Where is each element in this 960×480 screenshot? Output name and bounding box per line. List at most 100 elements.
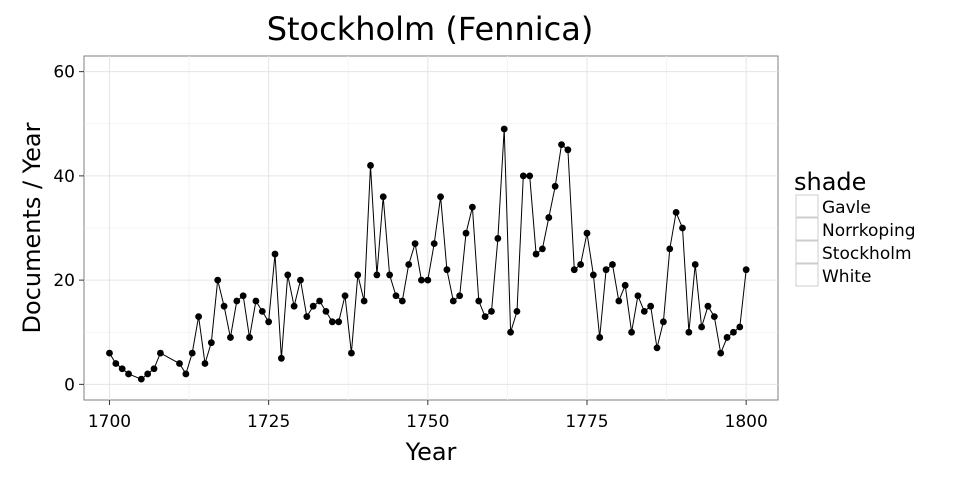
data-point	[539, 245, 546, 253]
data-point	[367, 162, 374, 169]
y-tick-label: 20	[53, 271, 75, 291]
data-point	[322, 307, 330, 315]
data-point	[551, 182, 559, 190]
data-point	[481, 313, 489, 321]
data-point	[577, 261, 585, 268]
data-point	[653, 344, 661, 352]
data-point	[252, 297, 260, 305]
data-point	[736, 323, 744, 331]
data-point	[704, 302, 712, 310]
data-point	[475, 297, 483, 305]
legend-label-gavle: Gavle	[822, 198, 871, 218]
legend-key-norrkoping	[795, 217, 819, 241]
data-point	[258, 307, 266, 315]
data-point	[679, 224, 686, 232]
data-point	[335, 318, 343, 326]
data-point	[583, 229, 591, 237]
data-point	[398, 297, 406, 305]
data-point	[513, 307, 521, 315]
data-point	[468, 203, 476, 211]
legend-label-stockholm: Stockholm	[822, 244, 912, 264]
data-point	[392, 292, 400, 300]
data-point	[437, 193, 444, 201]
data-point	[558, 141, 565, 149]
y-axis-label: Documents / Year	[18, 122, 46, 333]
data-point	[698, 323, 705, 331]
data-point	[609, 261, 616, 268]
data-point	[233, 297, 241, 305]
y-tick-label: 60	[53, 63, 75, 83]
x-tick-label: 1700	[88, 412, 131, 432]
data-point	[532, 250, 540, 258]
data-point	[462, 229, 470, 237]
data-point	[379, 193, 387, 201]
data-point	[328, 318, 336, 326]
data-point	[316, 297, 323, 305]
data-point	[411, 240, 419, 248]
data-point	[526, 172, 534, 180]
data-point	[742, 266, 750, 274]
data-point	[354, 271, 362, 279]
data-point	[188, 349, 196, 357]
data-point	[723, 334, 731, 341]
data-point	[615, 297, 623, 305]
data-point	[239, 292, 247, 300]
legend-label-white: White	[822, 267, 871, 287]
data-point	[284, 271, 292, 279]
x-tick-label: 1800	[725, 412, 768, 432]
data-point	[418, 276, 425, 284]
x-tick-label: 1725	[247, 412, 290, 432]
data-point	[106, 349, 113, 357]
x-tick-label: 1775	[565, 412, 608, 432]
data-point	[348, 349, 355, 357]
data-point	[424, 276, 432, 284]
y-tick-label: 0	[64, 375, 75, 395]
data-point	[443, 266, 451, 274]
data-point	[564, 146, 572, 154]
data-point	[271, 250, 279, 258]
data-point	[176, 360, 183, 367]
data-point	[405, 261, 413, 268]
data-point	[373, 271, 381, 279]
data-point	[666, 245, 674, 253]
data-point	[449, 297, 457, 305]
data-point	[227, 334, 234, 341]
data-point	[265, 318, 273, 326]
data-point	[309, 302, 317, 310]
x-axis-label: Year	[405, 438, 457, 466]
legend-title: shade	[794, 168, 866, 196]
x-tick-label: 1750	[406, 412, 449, 432]
data-point	[602, 266, 610, 274]
data-point	[341, 292, 349, 300]
data-point	[220, 302, 228, 310]
data-point	[488, 307, 495, 315]
data-point	[290, 302, 298, 310]
data-point	[118, 365, 126, 373]
data-point	[596, 334, 604, 341]
data-point	[195, 313, 203, 321]
data-point	[628, 328, 635, 336]
data-point	[685, 328, 693, 336]
data-point	[246, 334, 253, 341]
data-point	[691, 261, 699, 268]
data-point	[717, 349, 725, 357]
data-point	[456, 292, 464, 300]
grid-lines	[84, 56, 778, 400]
legend-key-stockholm	[795, 240, 819, 264]
data-point	[640, 307, 648, 315]
data-point	[519, 172, 527, 180]
data-point	[659, 318, 667, 326]
data-point	[570, 266, 578, 274]
chart-title: Stockholm (Fennica)	[267, 10, 594, 48]
data-point	[730, 328, 737, 336]
data-point	[303, 313, 311, 321]
series-layer	[106, 125, 750, 383]
data-point	[672, 208, 680, 216]
data-point	[500, 125, 508, 133]
data-point	[545, 214, 553, 221]
data-point	[386, 271, 394, 279]
legend-key-white	[795, 263, 819, 287]
data-point	[214, 276, 222, 284]
legend: shade Gavle Norrkoping Stockholm White	[794, 168, 916, 287]
